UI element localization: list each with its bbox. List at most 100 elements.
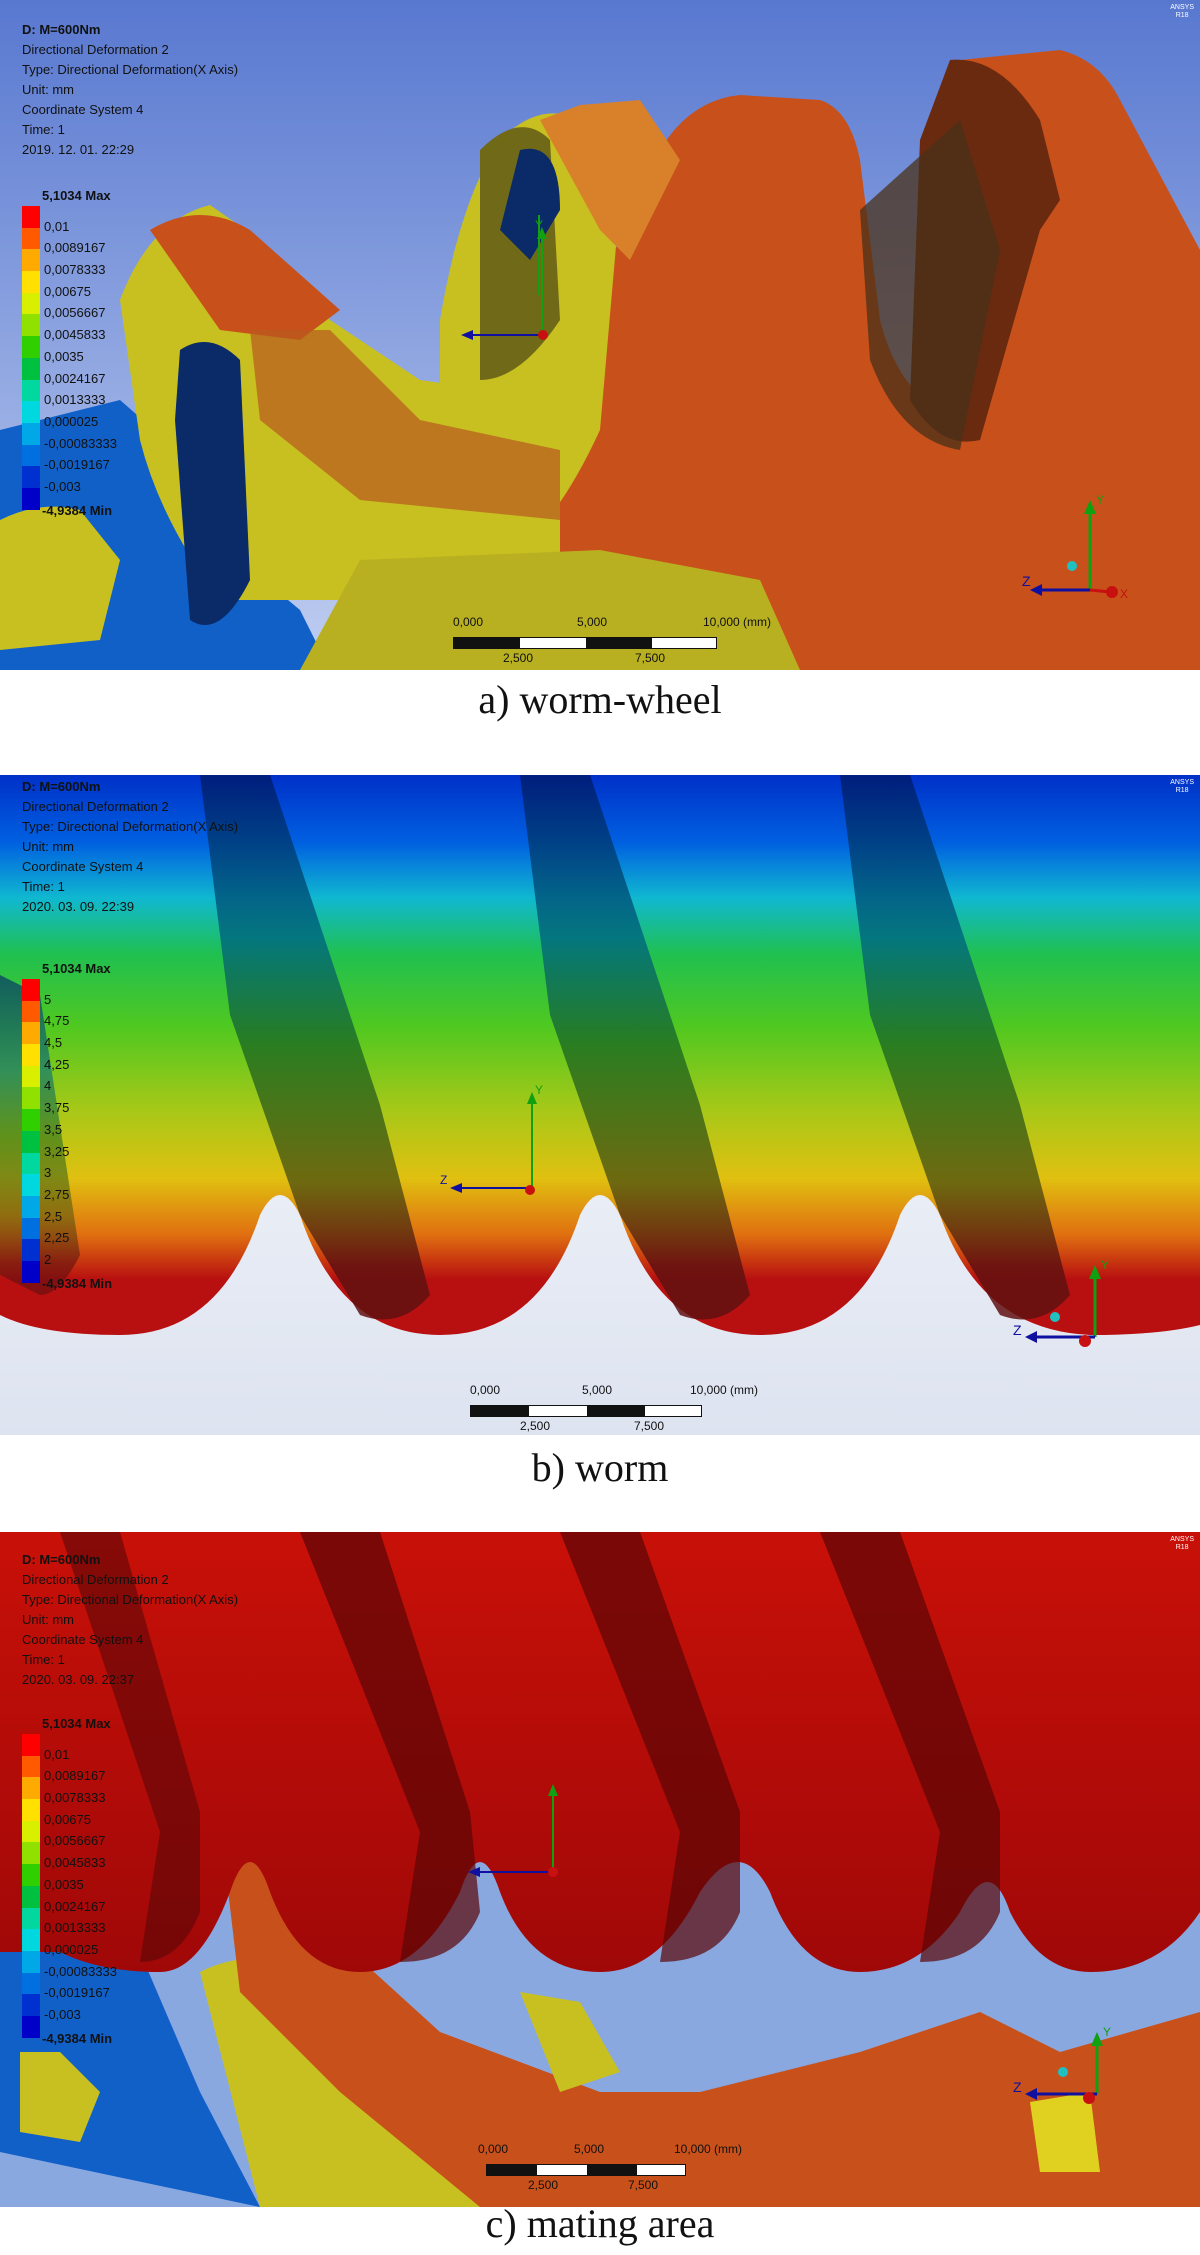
legend-value: 3,5 <box>44 1121 63 1137</box>
legend-value: -0,003 <box>44 478 81 494</box>
info-type: Type: Directional Deformation(X Axis) <box>22 819 239 834</box>
triad-label-y: Y <box>1103 2025 1111 2039</box>
axis-label-y: Y <box>535 218 543 232</box>
legend-row: 0,01 <box>22 1747 112 1778</box>
legend-row: 2,75 <box>22 1187 112 1218</box>
legend-row: 0,0024167 <box>22 371 112 402</box>
legend-swatch <box>22 314 40 337</box>
result-info-block: D: M=600Nm Directional Deformation 2 Typ… <box>22 1550 238 1690</box>
info-type: Type: Directional Deformation(X Axis) <box>22 62 239 77</box>
legend-value: 3 <box>44 1165 52 1181</box>
legend-swatch <box>22 1929 40 1951</box>
legend-row: 0,000025 <box>22 1942 112 1973</box>
legend-swatch <box>22 1799 40 1821</box>
legend-row <box>22 979 112 1001</box>
info-result-name: Directional Deformation 2 <box>22 42 169 57</box>
info-type: Type: Directional Deformation(X Axis) <box>22 1592 239 1607</box>
axis-label-z: Z <box>440 1173 447 1187</box>
color-legend: 5,1034 Max 0,01 0,0089167 0,0078333 0,00675… <box>22 186 117 520</box>
legend-swatch <box>22 401 40 423</box>
scale-label-7500: 7,500 <box>635 651 666 665</box>
worm-deformation-render <box>0 775 1200 1435</box>
legend-swatch <box>22 466 40 488</box>
legend-row: 0,0013333 <box>22 392 112 423</box>
legend-value: 0,0056667 <box>44 1833 106 1849</box>
legend-row: -0,0019167 <box>22 457 112 488</box>
info-unit: Unit: mm <box>22 82 74 97</box>
worm-wheel-deformation-render <box>0 0 1200 670</box>
legend-value: 3,75 <box>44 1100 70 1116</box>
legend-row: 0,00675 <box>22 1812 112 1843</box>
scale-label-2500: 2,500 <box>520 1419 551 1433</box>
legend-value: 3,25 <box>44 1143 70 1159</box>
legend-value: -0,00083333 <box>44 435 118 451</box>
scale-label-0: 0,000 <box>478 2142 509 2156</box>
legend-row: 3,5 <box>22 1122 112 1153</box>
legend-swatch <box>22 1260 40 1283</box>
legend-swatch <box>22 1109 40 1131</box>
info-result-name: Directional Deformation 2 <box>22 1572 169 1587</box>
legend-value: 2,25 <box>44 1230 70 1246</box>
legend-swatch <box>22 1864 40 1886</box>
triad-label-y: Y <box>1101 1258 1109 1272</box>
legend-value: 0,0078333 <box>44 262 106 278</box>
color-legend: 5,1034 Max 5 4,75 4,5 4,25 4 3,75 3,5 3,25 3 2,75… <box>22 959 112 1293</box>
result-info-block: D: M=600Nm Directional Deformation 2 Typ… <box>22 20 238 160</box>
legend-swatch <box>22 1044 40 1066</box>
legend-value: 0,0035 <box>44 1876 84 1892</box>
legend-swatch <box>22 1087 40 1110</box>
triad-label-x: X <box>1120 587 1128 600</box>
legend-value: 0,000025 <box>44 413 99 429</box>
legend-row: -0,00083333 <box>22 436 117 467</box>
coordinate-triad-center-svg: Y <box>461 218 548 340</box>
legend-swatch <box>22 1239 40 1261</box>
legend-value: -0,0019167 <box>44 457 110 473</box>
legend-swatch <box>22 1820 40 1843</box>
legend-value: 0,0056667 <box>44 305 106 321</box>
legend-value: 0,00675 <box>44 283 91 299</box>
scale-label-7500: 7,500 <box>634 1419 665 1433</box>
legend-row: 0,00675 <box>22 284 112 315</box>
legend-value: -0,003 <box>44 2006 81 2022</box>
legend-value: 4,75 <box>44 1013 70 1029</box>
legend-row: 4,75 <box>22 1013 112 1045</box>
legend-swatch <box>22 227 40 250</box>
info-title: D: M=600Nm <box>22 779 101 794</box>
info-date: 2020. 03. 09. 22:39 <box>22 899 135 914</box>
panel-mating-area: ANSYS R18 D: M=600Nm Directional Deformat… <box>0 1532 1200 2207</box>
scale-label-5: 5,000 <box>582 1383 613 1397</box>
legend-swatch <box>22 271 40 293</box>
legend-swatch <box>22 1972 40 1995</box>
legend-row: 0,0013333 <box>22 1920 112 1951</box>
scale-bar: 0,000 5,000 10,000 (mm) 2,500 7,500 <box>445 615 771 665</box>
legend-value: 2,75 <box>44 1186 70 1202</box>
legend-value: 0,00675 <box>44 1811 91 1827</box>
legend-row: -0,003 <box>22 2007 112 2038</box>
legend-swatch <box>22 1950 40 1973</box>
info-time: Time: 1 <box>22 1652 65 1667</box>
scale-label-10: 10,000 (mm) <box>690 1383 759 1397</box>
legend-swatch <box>22 379 40 402</box>
legend-swatch <box>22 1885 40 1908</box>
scale-label-10: 10,000 (mm) <box>674 2142 743 2156</box>
legend-row: 0,0056667 <box>22 1833 112 1865</box>
legend-value: 4 <box>44 1078 52 1094</box>
scale-label-0: 0,000 <box>453 615 484 629</box>
legend-row <box>22 1734 112 1756</box>
legend-row: 0,0045833 <box>22 1855 112 1886</box>
legend-row: 0,0078333 <box>22 262 112 293</box>
legend-row: 0,0078333 <box>22 1790 112 1821</box>
legend-swatch <box>22 979 40 1001</box>
legend-swatch <box>22 1755 40 1778</box>
legend-swatch <box>22 1174 40 1196</box>
color-legend: 5,1034 Max 0,01 0,0089167 0,0078333 0,00675… <box>22 1714 117 2048</box>
legend-swatch <box>22 1022 40 1045</box>
legend-row: 0,000025 <box>22 414 112 445</box>
info-coordinate-system: Coordinate System 4 <box>22 1632 144 1647</box>
legend-min: -4,9384 Min <box>42 502 113 518</box>
scale-label-2500: 2,500 <box>528 2178 559 2192</box>
legend-row: 0,0035 <box>22 349 112 380</box>
legend-swatch <box>22 1000 40 1023</box>
info-coordinate-system: Coordinate System 4 <box>22 859 144 874</box>
panel-worm: ANSYS R18 D: M=600Nm Directional Deformat… <box>0 775 1200 1435</box>
